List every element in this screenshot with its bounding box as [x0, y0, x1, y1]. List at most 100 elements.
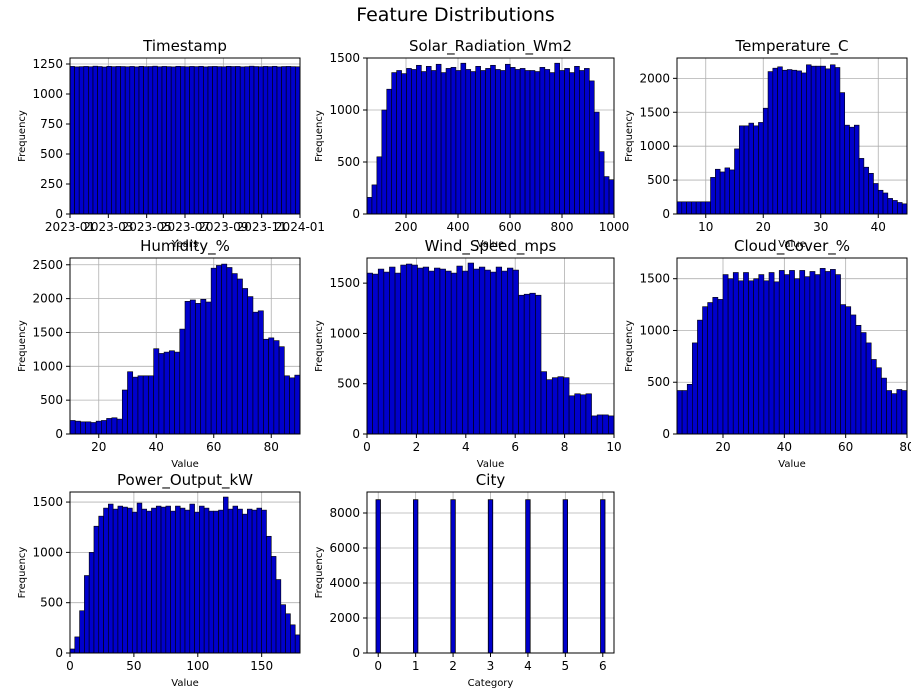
timestamp-bar	[157, 66, 163, 215]
cloud-cover-bar	[753, 278, 760, 435]
timestamp-bar	[221, 66, 227, 215]
timestamp-bar	[138, 65, 144, 215]
temperature-c-bar	[844, 124, 850, 215]
timestamp-bar	[216, 66, 223, 215]
wind-speed-mps-x-axis-label: Value	[477, 459, 504, 470]
city-y-tick-label: 6000	[329, 541, 360, 555]
timestamp-bar	[212, 66, 218, 215]
solar-radiation-wm2-x-tick-label: 600	[499, 220, 522, 234]
timestamp-x-tick-label: 2023-07	[160, 220, 210, 234]
wind-speed-mps-y-tick-label: 1000	[329, 326, 360, 340]
figure-title: Feature Distributions	[356, 4, 555, 26]
humidity-bar	[231, 273, 238, 435]
solar-radiation-wm2-y-tick-label: 0	[352, 207, 360, 221]
temperature-c-bar	[700, 201, 707, 215]
humidity-bar	[85, 421, 92, 435]
wind-speed-mps-bar	[563, 377, 570, 435]
humidity-bar	[268, 337, 275, 435]
humidity-bar	[90, 422, 97, 435]
timestamp-bar	[170, 66, 177, 215]
humidity-bar	[132, 376, 139, 435]
humidity-bar	[148, 375, 154, 435]
temperature-c-x-tick-label: 10	[698, 220, 713, 234]
city-x-tick-label: 0	[374, 659, 382, 673]
power-output-kw-bar	[266, 535, 272, 654]
solar-radiation-wm2-bar	[440, 72, 447, 215]
cloud-cover-bar	[891, 393, 898, 435]
timestamp-y-tick-label: 0	[55, 207, 63, 221]
city-y-axis-label: Frequency	[314, 547, 325, 599]
humidity-bar	[121, 389, 128, 435]
humidity-axes-frame	[69, 257, 301, 435]
power-output-kw-y-axis-label: Frequency	[17, 547, 28, 599]
solar-radiation-wm2-title: Solar_Radiation_Wm2	[409, 37, 572, 56]
solar-radiation-wm2-bar	[366, 197, 373, 215]
solar-radiation-wm2-bar	[401, 73, 407, 215]
temperature-c-bar	[719, 171, 726, 215]
timestamp-bar	[143, 66, 149, 215]
temperature-c-bar	[695, 201, 702, 215]
timestamp-bar	[101, 66, 108, 215]
timestamp-bar	[290, 66, 296, 215]
power-output-kw-x-axis-label: Value	[171, 678, 198, 689]
cloud-cover-bar	[758, 274, 765, 435]
temperature-c-axes-frame	[676, 57, 908, 215]
solar-radiation-wm2-y-tick-label: 1000	[329, 103, 360, 117]
temperature-c-bar	[786, 69, 793, 215]
timestamp-y-tick-label: 1250	[32, 57, 63, 71]
humidity-bar	[116, 418, 123, 435]
solar-radiation-wm2-y-tick-label: 1500	[329, 51, 360, 65]
cloud-cover-bar	[881, 377, 887, 435]
city-bar	[525, 499, 531, 654]
power-output-kw-bar	[194, 511, 200, 654]
wind-speed-mps-y-tick-label: 500	[337, 377, 360, 391]
humidity-y-tick-label: 1000	[32, 359, 63, 373]
power-output-kw-bar	[69, 648, 76, 654]
solar-radiation-wm2-bar	[519, 68, 526, 215]
temperature-c-y-tick-label: 0	[662, 207, 670, 221]
solar-radiation-wm2-bar	[465, 69, 472, 215]
humidity-bar	[221, 263, 228, 435]
wind-speed-mps-bar	[434, 267, 441, 435]
timestamp-bar	[129, 66, 135, 215]
timestamp-bar	[272, 65, 278, 215]
power-output-kw-bar	[165, 505, 171, 654]
solar-radiation-wm2-bar	[455, 70, 462, 215]
power-output-kw-bar	[294, 634, 301, 654]
power-output-kw-bar	[227, 508, 234, 654]
humidity-bar	[189, 299, 196, 435]
solar-radiation-wm2-bar	[470, 71, 476, 215]
timestamp-bar	[111, 66, 117, 215]
solar-radiation-wm2-bar	[381, 109, 388, 215]
timestamp-bar	[97, 66, 103, 215]
wind-speed-mps-bar	[551, 377, 559, 435]
temperature-c-title: Temperature_C	[735, 37, 849, 56]
timestamp-bar	[147, 66, 154, 215]
wind-speed-mps-bar	[535, 294, 542, 435]
city-bar	[450, 499, 456, 654]
humidity-bar	[226, 267, 233, 435]
cloud-cover-bar	[743, 272, 749, 435]
timestamp-bar	[207, 66, 213, 215]
timestamp-bar	[253, 66, 259, 215]
temperature-c-bar	[853, 124, 860, 215]
power-output-kw-bar	[108, 503, 114, 654]
city-y-tick-label: 0	[352, 646, 360, 660]
timestamp-bar	[161, 66, 167, 215]
power-output-kw-bar	[103, 507, 109, 654]
power-output-kw-bar	[285, 613, 291, 654]
temperature-c-bar	[839, 92, 846, 215]
wind-speed-mps-chart: 0 2 4 6 8 10050010001500Wind_Speed_mpsValueFr…	[314, 237, 622, 470]
cloud-cover-bar	[865, 342, 872, 435]
power-output-kw-x-tick-label: 150	[250, 659, 273, 673]
power-output-kw-bar	[203, 507, 210, 654]
power-output-kw-bar	[242, 513, 248, 654]
wind-speed-mps-bar	[462, 270, 469, 435]
wind-speed-mps-bar	[484, 269, 491, 435]
solar-radiation-wm2-bar	[593, 111, 600, 215]
cloud-cover-chart: 20 40 60 80050010001500Cloud_Cover_%ValueFr…	[624, 237, 911, 470]
wind-speed-mps-bar	[456, 265, 463, 435]
wind-speed-mps-bar	[450, 272, 458, 435]
wind-speed-mps-bar	[507, 267, 514, 435]
timestamp-y-axis-label: Frequency	[17, 110, 28, 162]
